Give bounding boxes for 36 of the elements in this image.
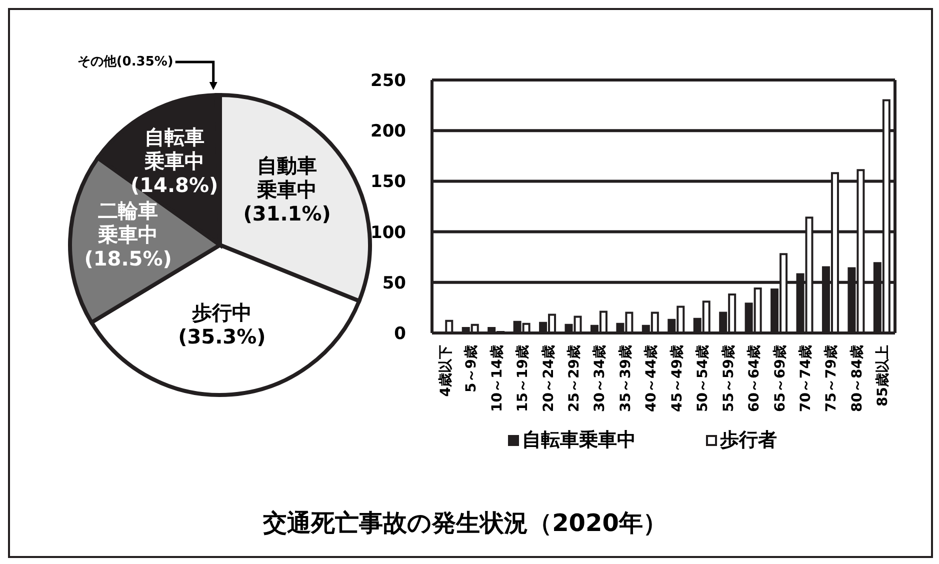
x-tick-label: 20～24歳 <box>540 345 557 412</box>
x-tick-label: 15～19歳 <box>515 345 532 412</box>
x-tick-label: 5～9歳 <box>464 345 480 392</box>
slice-label: 二輪車乗車中 <box>97 199 158 248</box>
x-tick-label: 70～74歳 <box>798 345 814 412</box>
x-tick-label: 25～29歳 <box>566 345 582 412</box>
x-tick-label: 65～69歳 <box>772 345 788 412</box>
y-tick-label: 0 <box>394 324 406 344</box>
slice-label: 歩行中 <box>190 301 252 326</box>
legend-label: 自転車乗車中 <box>522 428 636 453</box>
data-label: (18.5%) <box>84 247 172 272</box>
slice-label: 自動車乗車中 <box>256 154 318 202</box>
x-tick-label: 4歳以下 <box>438 345 454 397</box>
data-label: (14.8%) <box>130 174 218 198</box>
y-tick-label: 250 <box>370 71 406 92</box>
x-tick-label: 60～64歳 <box>746 345 763 412</box>
x-tick-label: 55～59歳 <box>720 345 737 412</box>
x-tick-label: 45～49歳 <box>669 345 686 412</box>
x-tick-label: 80～84歳 <box>849 345 866 412</box>
y-tick-label: 150 <box>370 172 406 192</box>
x-tick-label: 75～79歳 <box>824 345 840 412</box>
y-tick-label: 100 <box>370 222 406 243</box>
slice-label: 自転車乗車中 <box>143 126 204 174</box>
text: 交通死亡事故の発生状況（2020年） <box>262 508 668 539</box>
x-tick-label: 85歳以上 <box>875 345 892 406</box>
x-tick-label: 30～34歳 <box>592 345 608 412</box>
x-tick-label: 35～39歳 <box>618 345 634 412</box>
x-tick-label: 10～14歳 <box>489 345 506 412</box>
y-tick-label: 50 <box>382 273 406 294</box>
slice-label: その他(0.35%) <box>77 54 174 70</box>
x-tick-label: 40～44歳 <box>644 345 660 412</box>
data-label: (31.1%) <box>243 202 331 226</box>
x-tick-label: 50～54歳 <box>695 345 712 412</box>
y-tick-label: 200 <box>370 122 406 142</box>
data-label: (35.3%) <box>178 325 266 350</box>
legend-label: 歩行者 <box>720 428 777 453</box>
